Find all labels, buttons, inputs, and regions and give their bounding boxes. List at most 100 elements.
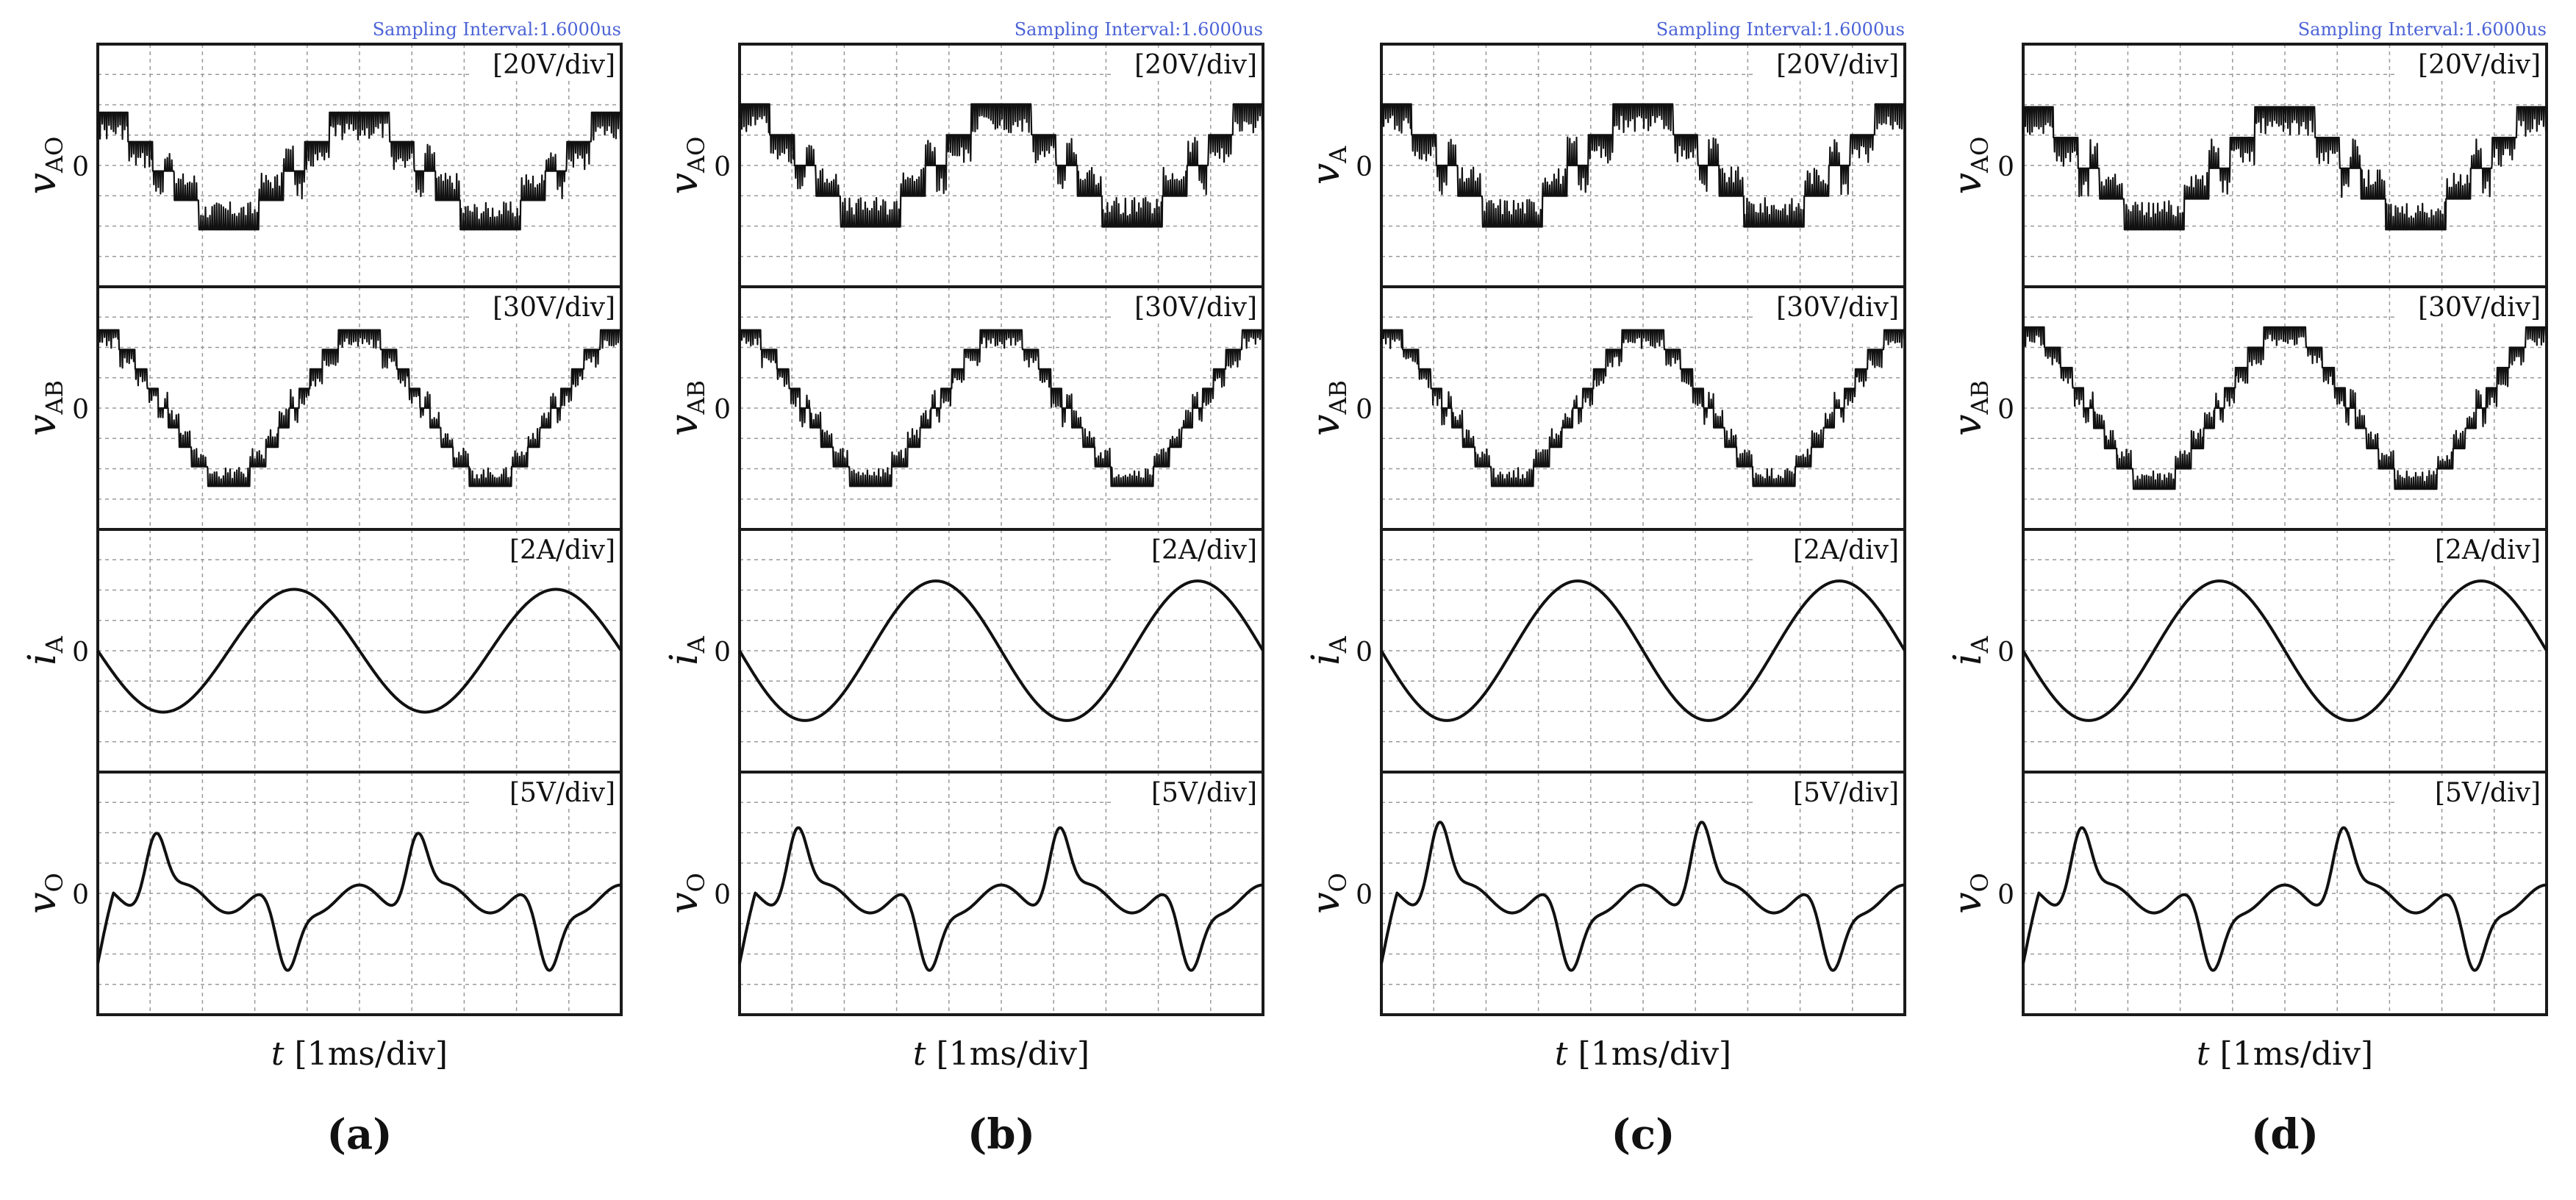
strip-frame (2022, 771, 2548, 1016)
channel-label: vAB (1304, 380, 1352, 436)
trace-vao (96, 111, 622, 231)
strip-i-a: [2A/div] 0iA (21, 528, 623, 774)
scale-label-bg (471, 49, 618, 81)
time-axis-label: t [1ms/div] (2197, 1035, 2373, 1073)
trace-vo (738, 826, 1264, 972)
zero-label: 0 (72, 395, 89, 425)
channel-label: vA (1304, 146, 1352, 185)
channel-label: vAO (662, 137, 710, 195)
channel-label: vO (1946, 873, 1994, 914)
channel-subscript: A (1324, 146, 1352, 164)
time-unit: [1ms/div] (1568, 1035, 1732, 1073)
strip-v-a: [20V/div] 0vA (1304, 43, 1906, 288)
channel-name: iA (21, 635, 68, 665)
channel-subscript: AB (1966, 380, 1994, 415)
zero-label: 0 (1997, 638, 2014, 668)
channel-label: vAB (21, 380, 68, 436)
scale-label: [20V/div] (2418, 50, 2541, 80)
strip-v-o: [5V/div] 0vO (1946, 771, 2548, 1016)
channel-label: vAB (662, 380, 710, 436)
zero-label: 0 (1356, 152, 1373, 182)
scale-label-bg (1112, 291, 1259, 324)
trace-vo (2022, 826, 2548, 972)
channel-subscript: O (1966, 873, 1994, 892)
channel-subscript: A (682, 635, 710, 654)
channel-subscript: O (682, 873, 710, 892)
channel-label: vAO (1946, 137, 1994, 195)
channel-subscript: O (40, 873, 68, 892)
panel-label: (b) (967, 1110, 1035, 1159)
scale-label: [30V/div] (493, 293, 615, 323)
sampling-interval-label: Sampling Interval:1.6000us (373, 19, 621, 40)
time-axis-label: t [1ms/div] (271, 1035, 448, 1073)
channel-symbol: v (21, 892, 65, 913)
trace-vo (96, 832, 623, 972)
strip-frame (1380, 771, 1906, 1016)
zero-label: 0 (1997, 880, 2014, 910)
channel-name: iA (662, 635, 710, 665)
channel-name: vO (1946, 873, 1994, 914)
channel-name: vAB (1946, 380, 1994, 436)
scale-label: [30V/div] (1776, 293, 1899, 323)
trace-vab (738, 329, 1264, 488)
panel-label: (a) (326, 1110, 392, 1159)
scale-label: [2A/div] (1151, 535, 1257, 565)
strip-frame (96, 771, 623, 1016)
channel-name: vAO (21, 137, 68, 195)
channel-symbol: v (1946, 415, 1990, 436)
channel-symbol: v (1304, 163, 1348, 185)
channel-name: vAO (662, 137, 710, 195)
trace-vao (738, 103, 1264, 228)
zero-label: 0 (72, 638, 89, 668)
scale-label-bg (1754, 776, 1901, 809)
zero-label: 0 (72, 152, 89, 182)
zero-label: 0 (1356, 395, 1373, 425)
scale-label-bg (1754, 49, 1901, 81)
zero-label: 0 (1356, 880, 1373, 910)
zero-label: 0 (1997, 395, 2014, 425)
grid (1381, 772, 1905, 1015)
channel-subscript: AO (682, 137, 710, 174)
strip-i-a: [2A/div] 0iA (1946, 528, 2548, 774)
channel-name: vAB (21, 380, 68, 436)
scale-label-bg (2396, 776, 2543, 809)
scale-label: [2A/div] (1793, 535, 1899, 565)
channel-subscript: AB (40, 380, 68, 415)
panel-b: Sampling Interval:1.6000us[20V/div]0vAO[… (662, 19, 1264, 1159)
channel-symbol: v (1304, 415, 1348, 436)
sampling-interval-label: Sampling Interval:1.6000us (1015, 19, 1263, 40)
scale-label-bg (471, 534, 618, 566)
channel-subscript: AB (682, 380, 710, 415)
channel-symbol: i (21, 653, 65, 665)
channel-subscript: AO (1966, 137, 1994, 174)
grid (740, 287, 1263, 529)
trace-ia (2022, 579, 2548, 722)
channel-symbol: i (1304, 653, 1348, 665)
channel-subscript: AB (1324, 380, 1352, 415)
channel-subscript: A (1324, 635, 1352, 654)
channel-label: vO (1304, 873, 1352, 914)
time-var: t (2197, 1035, 2210, 1073)
scale-label: [2A/div] (509, 535, 615, 565)
time-axis-label: t [1ms/div] (913, 1035, 1090, 1073)
channel-name: vAO (1946, 137, 1994, 195)
channel-symbol: v (21, 415, 65, 436)
zero-label: 0 (1356, 638, 1373, 668)
grid (98, 287, 621, 529)
channel-symbol: i (1946, 653, 1990, 665)
channel-symbol: v (1946, 892, 1990, 913)
channel-symbol: v (1304, 892, 1348, 913)
time-var: t (913, 1035, 926, 1073)
channel-label: iA (1946, 635, 1994, 665)
channel-label: vAB (1946, 380, 1994, 436)
scale-label: [2A/div] (2435, 535, 2541, 565)
scale-label-bg (1754, 291, 1901, 324)
channel-name: vA (1304, 146, 1352, 185)
scale-label: [20V/div] (1134, 50, 1257, 80)
scale-label: [20V/div] (1776, 50, 1899, 80)
trace-vab (1380, 329, 1906, 488)
scale-label: [5V/div] (2435, 778, 2541, 808)
scale-label-bg (1112, 776, 1259, 809)
